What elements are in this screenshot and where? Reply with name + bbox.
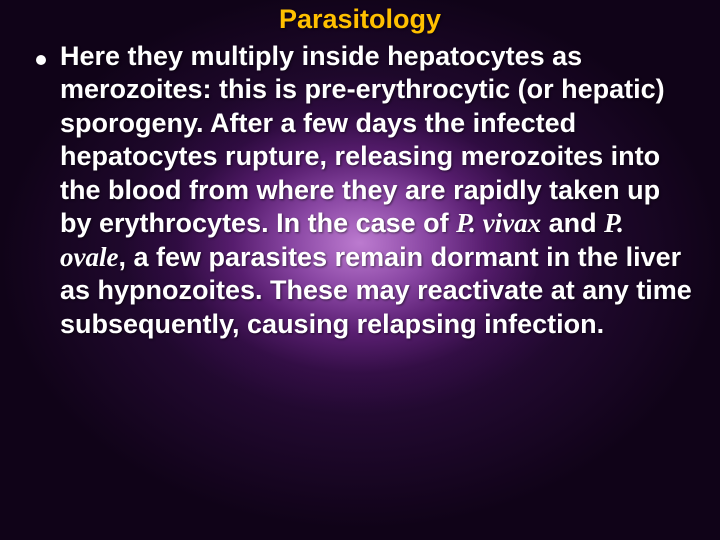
bullet-text: Here they multiply inside hepatocytes as… bbox=[60, 40, 692, 341]
plain-text: and bbox=[541, 208, 604, 238]
bullet-item: Here they multiply inside hepatocytes as… bbox=[36, 40, 692, 341]
slide: Parasitology Here they multiply inside h… bbox=[0, 0, 720, 540]
bullet-dot-icon bbox=[36, 55, 46, 65]
slide-title: Parasitology bbox=[0, 4, 720, 35]
plain-text: , a few parasites remain dormant in the … bbox=[60, 242, 692, 339]
slide-body: Here they multiply inside hepatocytes as… bbox=[36, 40, 692, 341]
italic-text: P. vivax bbox=[456, 208, 541, 238]
